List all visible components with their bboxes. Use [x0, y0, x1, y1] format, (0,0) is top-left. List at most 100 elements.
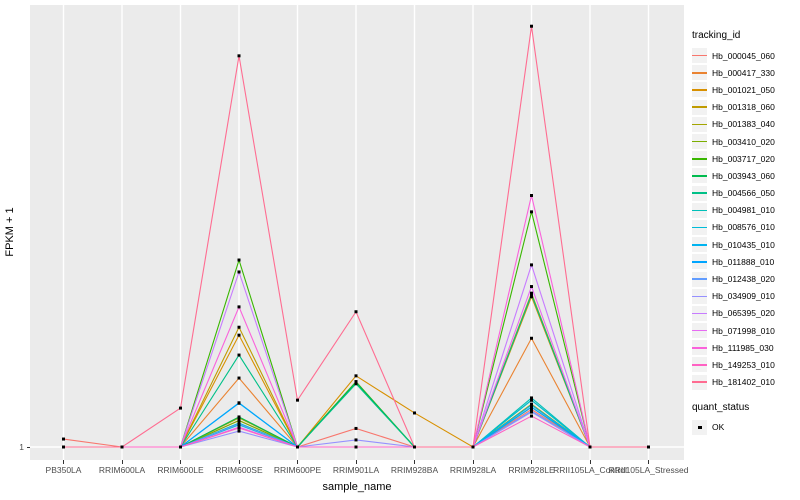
line-swatch-icon	[692, 261, 707, 263]
line-swatch-icon	[692, 312, 707, 315]
legend-key	[692, 374, 707, 390]
line-swatch-icon	[692, 158, 707, 160]
legend-item-label: Hb_001383_040	[712, 119, 775, 130]
x-tick-mark	[355, 460, 357, 464]
data-point	[530, 414, 533, 418]
x-tick-label-RRII105LA_Control: RRII105LA_Control	[553, 465, 627, 475]
legend-item-Hb_004981_010: Hb_004981_010	[692, 202, 798, 219]
legend-item-Hb_012438_020: Hb_012438_020	[692, 270, 798, 287]
legend-key	[692, 288, 707, 304]
legend-item-Hb_003410_020: Hb_003410_020	[692, 133, 798, 150]
legend-item-Hb_071998_010: Hb_071998_010	[692, 322, 798, 339]
data-point	[530, 295, 533, 299]
legend-item-Hb_003943_060: Hb_003943_060	[692, 167, 798, 184]
line-swatch-icon	[692, 72, 707, 74]
legend-key	[692, 116, 707, 132]
x-tick-mark	[297, 460, 298, 464]
line-swatch-icon	[692, 192, 707, 194]
legend-item-label: Hb_004566_050	[712, 188, 775, 199]
x-tick-mark	[648, 460, 649, 464]
x-tick-label-RRIM928LA: RRIM928LA	[449, 465, 497, 475]
data-point	[530, 405, 533, 409]
x-tick-label-PB350LA: PB350LA	[45, 465, 82, 475]
legend-item-Hb_004566_050: Hb_004566_050	[692, 185, 798, 202]
legend-key	[692, 323, 707, 339]
line-swatch-icon	[692, 329, 707, 332]
data-point	[354, 426, 358, 430]
legend-key	[692, 151, 707, 167]
data-point	[179, 445, 182, 449]
data-point	[413, 411, 416, 415]
data-point	[237, 429, 241, 433]
legend-key	[692, 48, 707, 64]
x-tick-label-RRIM901LA: RRIM901LA	[332, 465, 380, 475]
x-tick-label-RRIM928LE: RRIM928LE	[508, 465, 555, 475]
line-swatch-icon	[692, 295, 707, 298]
x-tick-label-RRIM600LE: RRIM600LE	[157, 465, 204, 475]
plot-panel	[30, 5, 684, 460]
legend-key	[692, 271, 707, 287]
data-point	[530, 194, 533, 198]
data-point	[296, 398, 299, 402]
legend-key	[692, 357, 707, 373]
legend-item-Hb_008576_010: Hb_008576_010	[692, 219, 798, 236]
legend-item-label: Hb_010435_010	[712, 239, 775, 250]
legend-item-Hb_000045_060: Hb_000045_060	[692, 47, 798, 64]
legend-item-label: OK	[712, 422, 725, 433]
legend-key	[692, 82, 707, 98]
legend-item-label: Hb_012438_020	[712, 274, 775, 285]
line-swatch-icon	[692, 226, 707, 229]
x-tick-label-RRIM600LA: RRIM600LA	[98, 465, 146, 475]
legend-item-label: Hb_000045_060	[712, 50, 775, 61]
legend-key	[692, 134, 707, 150]
legend-title-tracking-id: tracking_id	[692, 30, 741, 41]
x-tick-mark	[63, 460, 64, 464]
x-axis-title: sample_name	[322, 481, 392, 493]
data-point	[237, 54, 241, 58]
data-point	[354, 382, 358, 386]
line-swatch-icon	[692, 364, 707, 366]
y-tick-mark	[26, 446, 30, 448]
chart-canvas	[30, 5, 684, 460]
legend-item-Hb_065395_020: Hb_065395_020	[692, 305, 798, 322]
data-point	[354, 438, 358, 442]
data-point	[530, 24, 533, 28]
legend-item-label: Hb_001021_050	[712, 84, 775, 95]
data-point	[530, 285, 533, 289]
line-swatch-icon	[692, 278, 707, 280]
legend-item-Hb_181402_010: Hb_181402_010	[692, 374, 798, 391]
data-point	[237, 426, 241, 430]
legend-item-Hb_000417_330: Hb_000417_330	[692, 64, 798, 81]
x-tick-mark	[414, 460, 415, 464]
x-tick-label-RRIM600SE: RRIM600SE	[215, 465, 263, 475]
legend-item-label: Hb_071998_010	[712, 325, 775, 336]
legend-item-label: Hb_011888_010	[712, 256, 775, 267]
legend: tracking_id Hb_000045_060 Hb_000417_330 Hb…	[692, 30, 798, 436]
legend-tracking-items: Hb_000045_060 Hb_000417_330 Hb_001021_050 H…	[692, 47, 798, 391]
data-point	[471, 445, 475, 449]
data-point	[237, 418, 241, 422]
x-tick-mark	[238, 460, 240, 464]
x-tick-mark	[472, 460, 474, 464]
legend-item-label: Hb_003410_020	[712, 136, 775, 147]
line-swatch-icon	[692, 243, 707, 246]
line-swatch-icon	[692, 89, 707, 91]
legend-item-Hb_001318_060: Hb_001318_060	[692, 99, 798, 116]
data-point	[530, 336, 533, 340]
data-point	[413, 445, 416, 449]
data-point	[237, 415, 241, 419]
data-point	[62, 445, 65, 449]
x-tick-mark	[180, 460, 181, 464]
legend-key	[692, 254, 707, 270]
line-swatch-icon	[692, 347, 707, 349]
data-point	[237, 422, 241, 426]
legend-item-label: Hb_003717_020	[712, 153, 775, 164]
line-swatch-icon	[692, 209, 707, 212]
legend-item-Hb_001383_040: Hb_001383_040	[692, 116, 798, 133]
legend-item-label: Hb_000417_330	[712, 67, 775, 78]
legend-item-label: Hb_149253_010	[712, 359, 775, 370]
legend-item-label: Hb_034909_010	[712, 291, 775, 302]
legend-item-Hb_034909_010: Hb_034909_010	[692, 288, 798, 305]
legend-item-label: Hb_001318_060	[712, 102, 775, 113]
